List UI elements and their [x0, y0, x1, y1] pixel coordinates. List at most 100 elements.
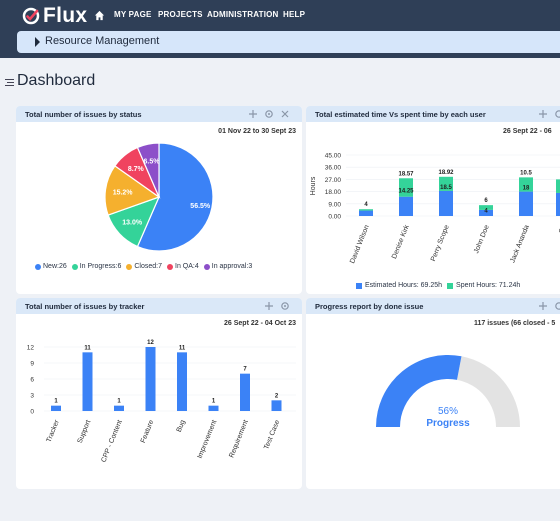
legend-item[interactable]: In Progress:6 — [71, 263, 122, 270]
pie-legend: New:26 In Progress:6 Closed:7 In QA:4 In… — [35, 263, 257, 270]
legend-item[interactable]: Closed:7 — [126, 263, 162, 270]
gauge-track — [456, 356, 520, 427]
add-icon[interactable] — [538, 109, 548, 119]
tracker-bar — [208, 405, 219, 411]
gear-icon[interactable] — [280, 301, 290, 311]
pie-slice — [136, 142, 160, 198]
issue-summary: 117 issues (66 closed - 5 — [474, 320, 556, 327]
panel-header: Total number of issues by tracker — [16, 298, 302, 314]
data-label: 4 — [484, 209, 488, 215]
y-tick-label: 9.00 — [328, 201, 341, 208]
estimated-bar — [399, 196, 413, 216]
tracker-bar — [145, 347, 156, 411]
tracker-bar — [82, 352, 93, 411]
stacked-bar-chart: 45.00 36.00 27.00 18.00 9.00 0.00 Hours 4 David … — [310, 153, 560, 265]
nav-projects[interactable]: PROJECTS — [158, 10, 203, 19]
legend-swatch — [356, 282, 362, 289]
slice-label: 6.5% — [144, 159, 161, 166]
spent-bar — [556, 179, 560, 193]
x-tick-label: Test Case — [263, 419, 281, 451]
progress-gauge: 56%Progress — [376, 355, 520, 429]
bar-legend: Estimated Hours: 69.25h Spent Hours: 71.… — [356, 282, 525, 289]
tracker-bar — [51, 405, 61, 411]
data-label: 18.92 — [438, 170, 454, 176]
x-tick-label: Bug — [176, 419, 187, 433]
data-label: 18 — [523, 185, 530, 191]
slice-label: 56.5% — [190, 203, 211, 210]
data-label: 1 — [117, 399, 121, 405]
data-label: 12 — [147, 340, 154, 346]
legend-item[interactable]: Spent Hours: 71.24h — [447, 282, 520, 289]
y-tick-label: 6 — [30, 377, 34, 384]
add-icon[interactable] — [248, 109, 258, 119]
gear-icon[interactable] — [554, 301, 560, 311]
data-label: 4 — [364, 202, 368, 208]
legend-swatch — [126, 263, 133, 270]
legend-item[interactable]: Estimated Hours: 69.25h — [356, 282, 442, 289]
panel-title: Total number of issues by status — [25, 110, 142, 119]
x-tick-label: John Doe — [473, 224, 491, 255]
legend-label: In approval:3 — [211, 263, 253, 270]
gauge-caption: Progress — [426, 418, 470, 429]
y-tick-label: 12 — [27, 345, 35, 352]
legend-label: In QA:4 — [175, 263, 199, 270]
x-tick-label: Denise Kirk — [391, 224, 411, 260]
slice-label: 13.0% — [122, 220, 143, 227]
x-tick-label: David Wilson — [349, 224, 371, 265]
gear-icon[interactable] — [264, 109, 274, 119]
page-footer-area — [0, 490, 560, 521]
data-label: 6 — [484, 198, 488, 204]
data-label: 2 — [275, 393, 279, 399]
x-tick-label: Tracker — [46, 419, 62, 444]
estimated-bar — [359, 210, 373, 216]
legend-label: Closed:7 — [134, 263, 163, 270]
y-tick-label: 36.00 — [325, 165, 342, 172]
x-tick-label: Improvement — [197, 419, 219, 460]
date-range: 01 Nov 22 to 30 Sept 23 — [218, 128, 296, 135]
slice-label: 8.7% — [128, 166, 145, 173]
gauge-percent: 56% — [438, 406, 458, 417]
panel-title: Total estimated time Vs spent time by ea… — [315, 110, 486, 119]
estimated-bar — [439, 190, 453, 216]
breadcrumb-text: Resource Management — [45, 35, 160, 47]
menu-icon[interactable] — [5, 78, 14, 87]
legend-item[interactable]: New:26 — [35, 263, 67, 270]
spent-bar — [359, 209, 373, 211]
home-icon[interactable] — [94, 10, 105, 21]
nav-administration[interactable]: ADMINISTRATION — [207, 10, 279, 19]
breadcrumb[interactable]: Resource Management — [17, 31, 560, 53]
legend-swatch — [203, 263, 210, 270]
y-tick-label: 0 — [30, 409, 34, 416]
add-icon[interactable] — [538, 301, 548, 311]
nav-help[interactable]: HELP — [283, 10, 306, 19]
nav-my-page[interactable]: MY PAGE — [114, 10, 152, 19]
pie-slice — [136, 142, 214, 252]
y-tick-label: 9 — [30, 361, 34, 368]
logo-text: Flux — [43, 4, 88, 27]
legend-label: In Progress:6 — [79, 263, 122, 270]
legend-swatch — [71, 263, 78, 270]
flux-logo[interactable]: Flux — [22, 4, 117, 27]
legend-swatch — [35, 263, 41, 270]
flux-logo-icon — [22, 7, 40, 25]
add-icon[interactable] — [264, 301, 274, 311]
data-label: 1 — [54, 399, 58, 405]
estimated-bar — [556, 192, 560, 216]
data-label: 1 — [212, 399, 216, 405]
close-icon[interactable] — [280, 109, 290, 119]
panel-header: Total estimated time Vs spent time by ea… — [306, 106, 560, 122]
y-tick-label: 45.00 — [325, 153, 342, 160]
status-panel: Total number of issues by status 01 Nov … — [16, 106, 302, 294]
estimated-bar — [519, 191, 533, 216]
legend-label: New:26 — [43, 263, 67, 270]
legend-item[interactable]: In QA:4 — [167, 263, 199, 270]
spent-bar — [479, 205, 493, 210]
spent-bar — [399, 178, 413, 197]
legend-item[interactable]: In approval:3 — [203, 263, 253, 270]
expand-arrow-icon — [35, 37, 40, 47]
tracker-bar — [114, 405, 124, 411]
data-label: 11 — [179, 345, 186, 351]
x-tick-label: CPP - Content — [101, 419, 124, 463]
gear-icon[interactable] — [554, 109, 560, 119]
